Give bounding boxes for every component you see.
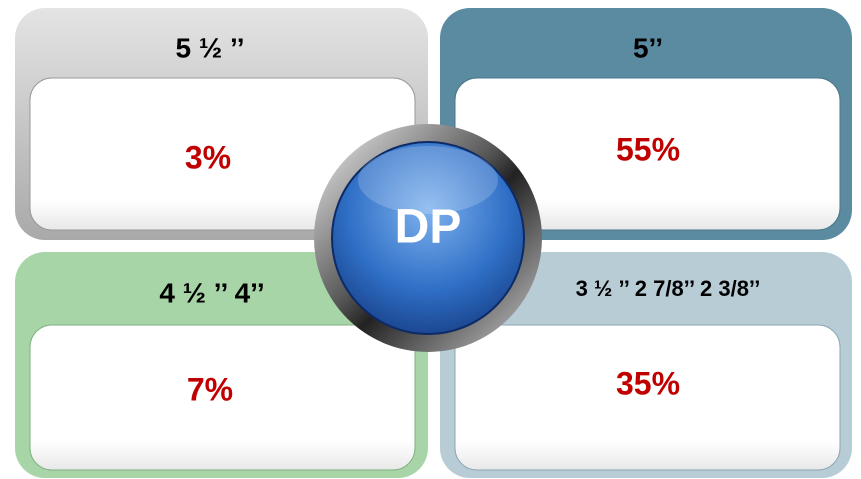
panel-title: 3 ½ ’’ 2 7/8’’ 2 3/8’’ <box>576 276 761 301</box>
center-label: DP <box>395 201 462 254</box>
panel-title: 4 ½ ’’ 4’’ <box>159 277 264 308</box>
panel-title: 5’’ <box>633 32 663 63</box>
panel-inner <box>454 324 841 471</box>
panel-value: 7% <box>187 371 233 407</box>
panel-value: 3% <box>185 139 231 175</box>
panel-value: 55% <box>616 131 680 167</box>
center-button <box>331 141 525 335</box>
center-gloss <box>358 146 498 214</box>
panel-value: 35% <box>616 365 680 401</box>
panel-inner <box>29 324 416 471</box>
panel-title: 5 ½ ’’ <box>175 32 244 63</box>
